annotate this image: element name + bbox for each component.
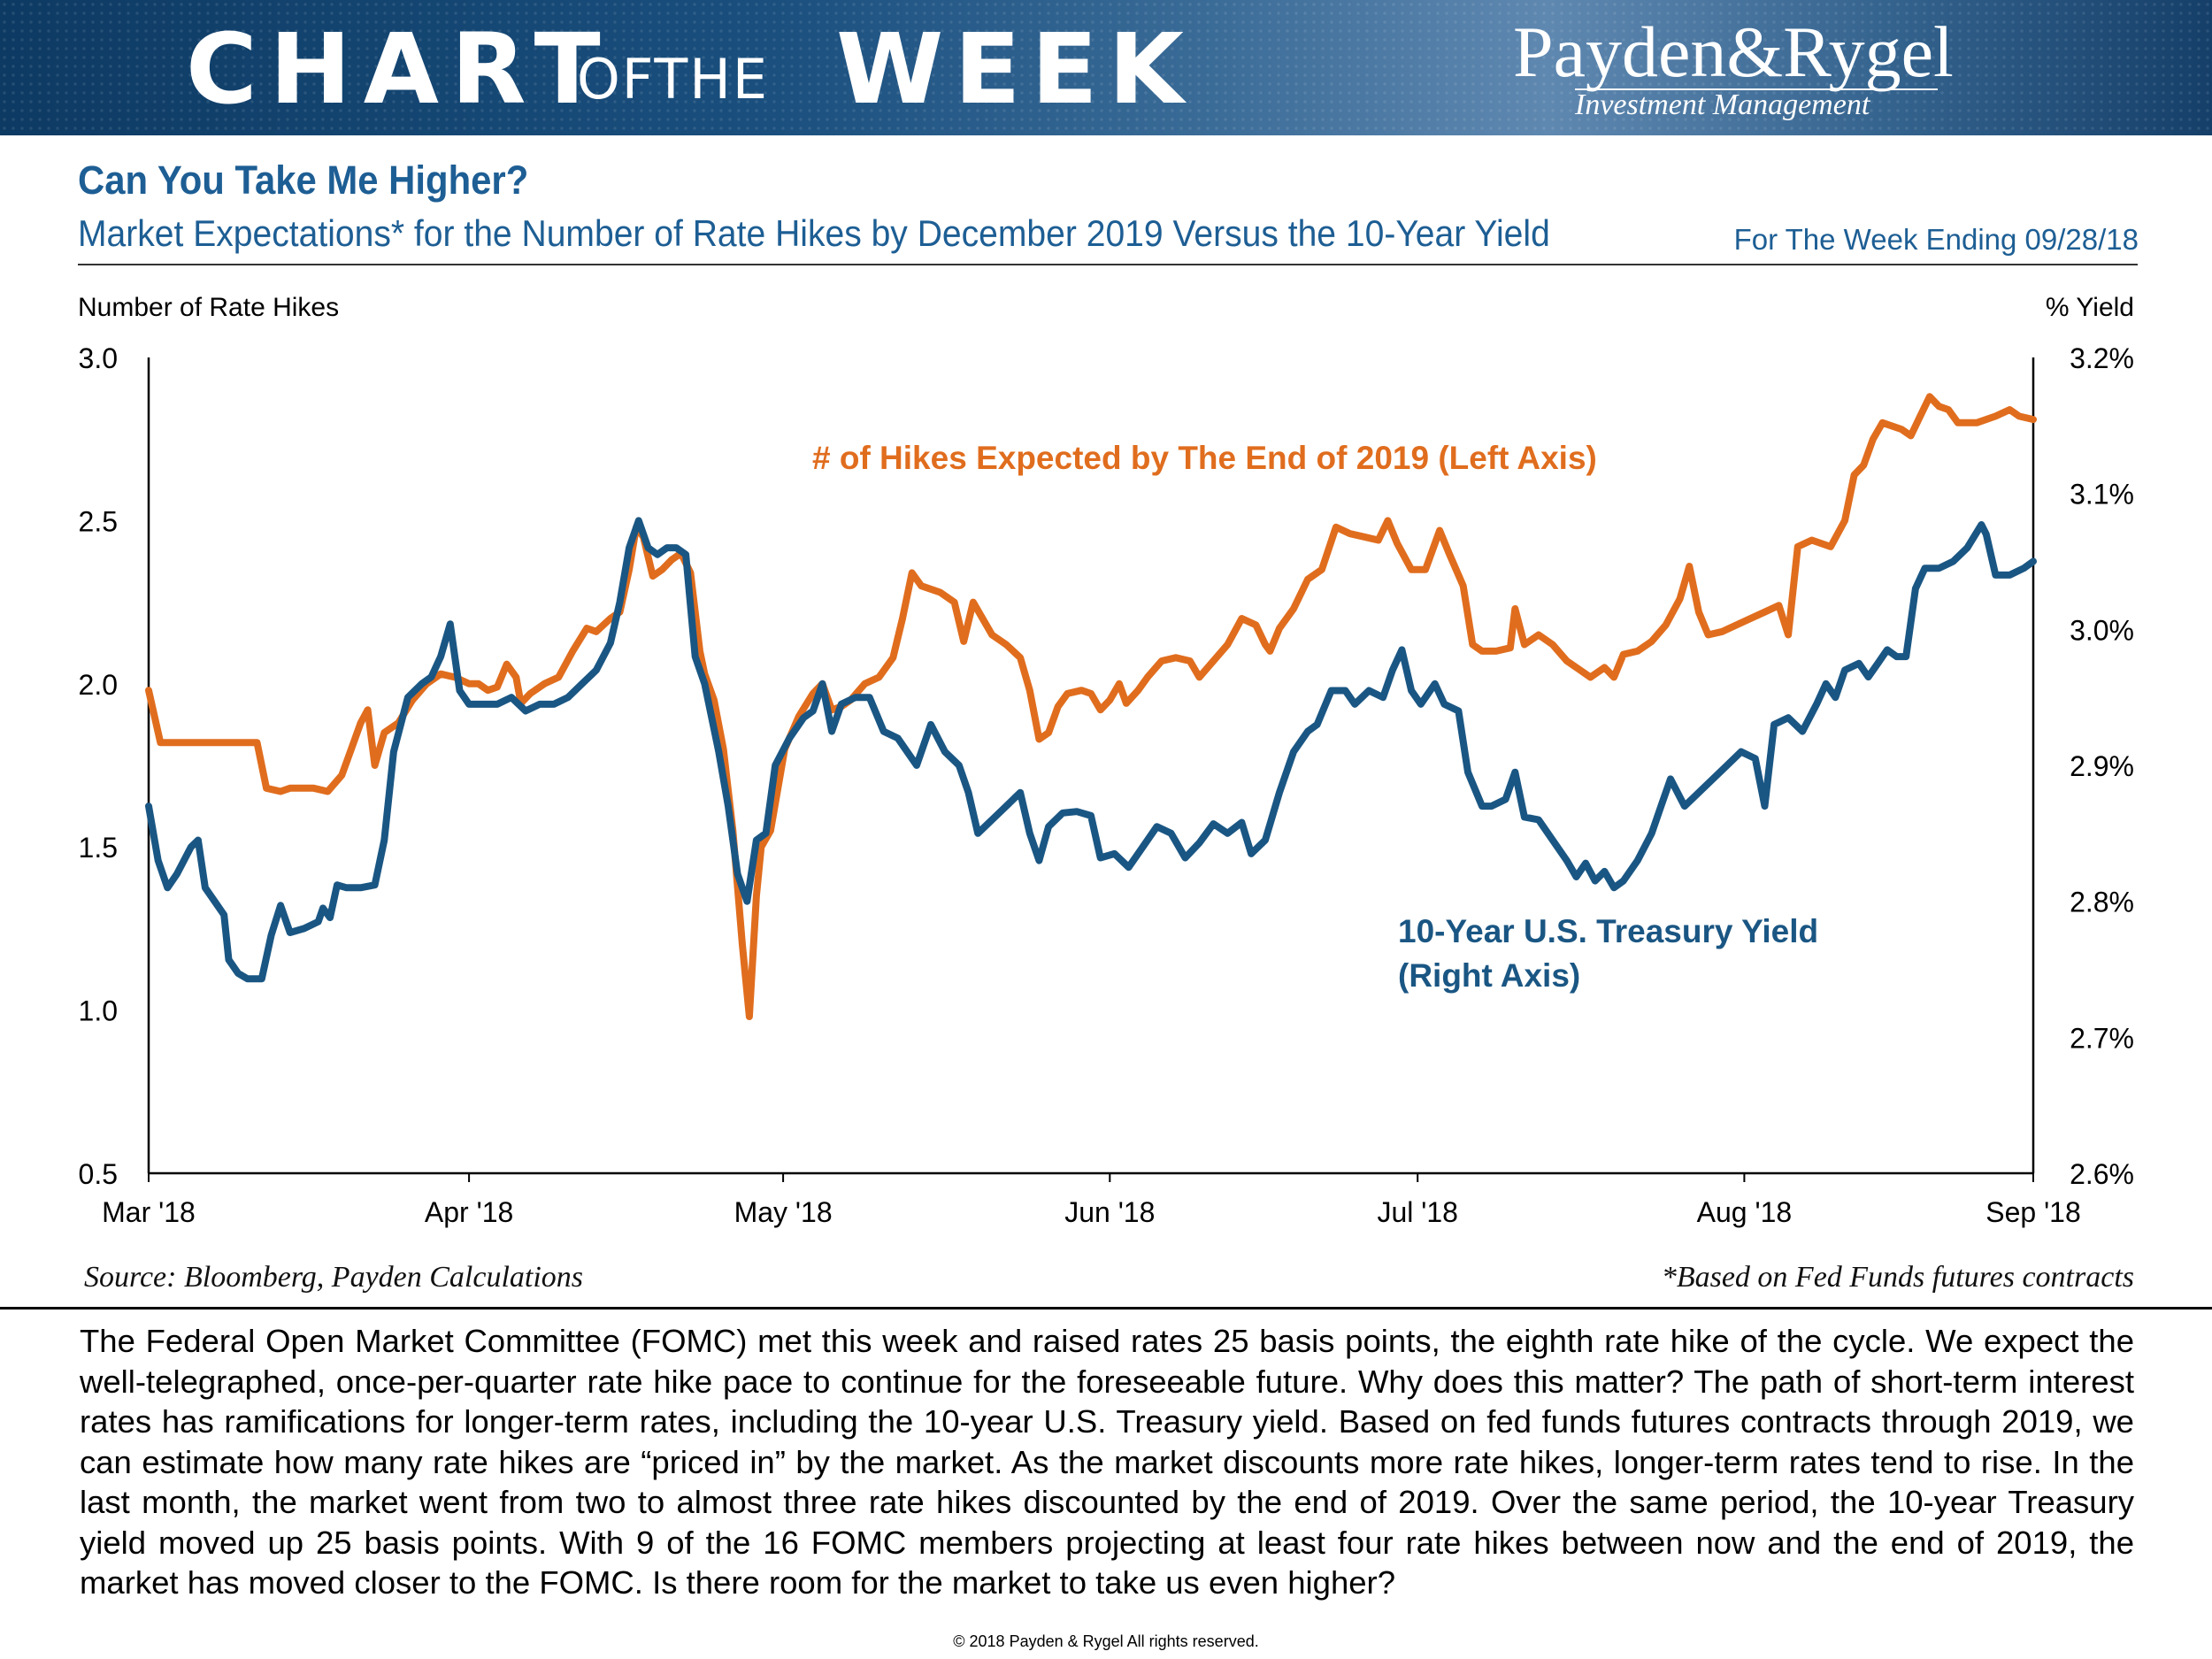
left-tick-label: 3.0 <box>79 342 118 374</box>
banner-of-the-word: OFTHE <box>577 47 770 111</box>
chart-subtitle: Market Expectations* for the Number of R… <box>78 212 1550 254</box>
right-tick-label: 2.8% <box>2070 887 2134 918</box>
x-tick-label: Apr '18 <box>425 1196 513 1228</box>
brand-logo-subtitle: Investment Management <box>1575 88 1870 121</box>
copyright-notice: © 2018 Payden & Rygel All rights reserve… <box>953 1632 1259 1650</box>
right-axis-ticks: 3.2% 3.1% 3.0% 2.9% 2.8% 2.7% 2.6% <box>2070 342 2134 1190</box>
yield-series-axis-note: (Right Axis) <box>1398 957 1580 994</box>
brand-logo-rule <box>1575 88 1938 90</box>
right-tick-label: 3.1% <box>2070 479 2134 511</box>
left-tick-label: 2.5 <box>79 505 118 537</box>
treasury-yield-series-line <box>145 517 2037 983</box>
left-tick-label: 1.0 <box>79 995 118 1027</box>
left-tick-label: 0.5 <box>79 1158 118 1190</box>
x-tick-label: May '18 <box>734 1196 833 1228</box>
hikes-expected-series-line <box>145 393 2037 1020</box>
right-tick-label: 2.7% <box>2070 1022 2134 1054</box>
axes-frame <box>147 357 2035 1175</box>
hikes-series-label: # of Hikes Expected by The End of 2019 (… <box>812 440 1597 476</box>
x-tick-label: Sep '18 <box>1985 1196 2081 1228</box>
right-tick-label: 2.9% <box>2070 750 2134 782</box>
title-divider <box>78 264 2138 265</box>
brand-logo-name: Payden&Rygel <box>1513 12 1954 92</box>
body-divider <box>0 1307 2212 1310</box>
x-axis-ticks: Mar '18 Apr '18 May '18 Jun '18 Jul '18 Aug '… <box>102 1173 2081 1228</box>
x-tick-label: Jul '18 <box>1377 1196 1458 1228</box>
left-axis-title: Number of Rate Hikes <box>78 293 339 322</box>
right-tick-label: 2.6% <box>2070 1158 2134 1190</box>
dual-axis-line-chart: Number of Rate Hikes % Yield 3.0 2.5 2.0 1.… <box>78 293 2134 1228</box>
x-tick-label: Mar '18 <box>102 1196 196 1228</box>
yield-series-label: 10-Year U.S. Treasury Yield <box>1398 913 1818 949</box>
left-tick-label: 2.0 <box>79 669 118 701</box>
week-ending-date: For The Week Ending 09/28/18 <box>1733 223 2139 256</box>
right-tick-label: 3.2% <box>2070 342 2134 374</box>
x-tick-label: Aug '18 <box>1697 1196 1793 1228</box>
right-axis-title: % Yield <box>2046 293 2134 322</box>
x-tick-label: Jun '18 <box>1064 1196 1155 1228</box>
chart-of-the-week-banner: CHART OFTHE WEEK Payden&Rygel Investment… <box>0 0 2212 135</box>
series-layer <box>145 393 2037 1020</box>
left-axis-ticks: 3.0 2.5 2.0 1.5 1.0 0.5 <box>79 342 118 1190</box>
left-tick-label: 1.5 <box>79 832 118 864</box>
source-note: Source: Bloomberg, Payden Calculations <box>84 1261 584 1294</box>
banner-week-word: WEEK <box>836 12 1194 126</box>
banner-chart-word: CHART <box>186 12 613 126</box>
page-title: Can You Take Me Higher? <box>78 157 529 203</box>
commentary-paragraph: The Federal Open Market Committee (FOMC)… <box>80 1323 2134 1601</box>
footnote: *Based on Fed Funds futures contracts <box>1661 1261 2134 1294</box>
right-tick-label: 3.0% <box>2070 614 2134 646</box>
